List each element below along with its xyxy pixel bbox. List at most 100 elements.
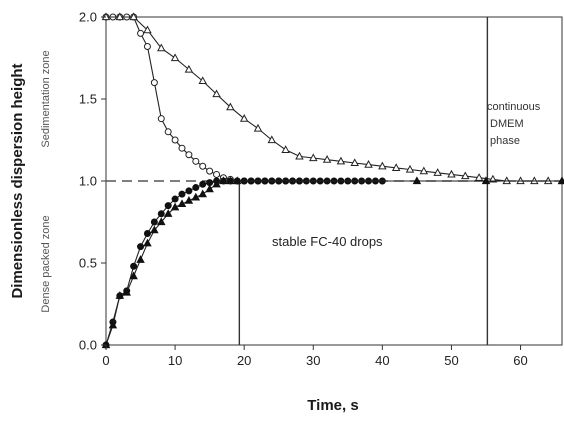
y-axis-title: Dimensionless dispersion height [9, 63, 26, 298]
point-open-triangle [115, 12, 125, 21]
point-filled-triangle [122, 287, 131, 296]
point-open-circle [171, 136, 179, 144]
series-filled-triangle [101, 176, 564, 349]
point-open-circle [206, 167, 214, 175]
x-tick-label: 10 [168, 353, 182, 368]
point-filled-circle [171, 195, 179, 203]
point-open-circle [199, 162, 207, 170]
point-filled-circle [192, 184, 200, 192]
y-tick-label: 1.5 [79, 92, 97, 107]
point-open-triangle [239, 114, 249, 122]
point-filled-triangle [157, 217, 166, 226]
point-open-triangle [488, 174, 498, 183]
x-tick-label: 50 [444, 353, 458, 368]
point-filled-triangle [198, 189, 207, 198]
point-filled-triangle [150, 225, 159, 234]
x-axis-title: Time, s [307, 397, 358, 414]
point-filled-triangle [136, 255, 145, 263]
point-filled-triangle [163, 209, 173, 217]
point-open-triangle [157, 43, 166, 52]
annotation-phase-line-1: continuous [487, 101, 541, 113]
point-open-triangle [309, 153, 318, 162]
point-filled-triangle [412, 176, 422, 185]
point-filled-circle [178, 190, 186, 198]
point-open-circle [192, 157, 200, 165]
point-open-circle [213, 170, 221, 178]
point-open-triangle [474, 173, 484, 181]
point-filled-triangle [212, 179, 221, 188]
point-open-triangle [419, 166, 429, 175]
point-filled-triangle [226, 176, 235, 185]
point-open-circle [185, 151, 193, 159]
point-open-circle [178, 144, 186, 152]
point-filled-circle [164, 202, 172, 210]
point-open-triangle [433, 168, 442, 176]
series-line-open-triangle [106, 16, 562, 182]
point-open-triangle [267, 135, 277, 144]
point-filled-circle [137, 243, 145, 251]
point-filled-triangle [129, 271, 138, 280]
point-filled-circle [150, 218, 158, 226]
point-filled-circle [143, 229, 151, 237]
zone-label-upper: Sedimentation zone [40, 50, 52, 147]
point-filled-triangle [219, 176, 228, 185]
series-line-open-circle [106, 16, 300, 182]
annotation-phase-line-3: phase [490, 135, 520, 147]
point-open-circle [164, 128, 172, 136]
point-filled-triangle [115, 291, 125, 299]
point-open-triangle [295, 151, 304, 160]
point-open-triangle [447, 169, 456, 178]
point-open-triangle [378, 161, 387, 170]
point-open-triangle [350, 158, 359, 167]
point-open-triangle [170, 53, 180, 62]
point-open-triangle [253, 123, 263, 132]
point-open-triangle [391, 163, 401, 171]
point-filled-triangle [205, 184, 214, 193]
point-open-triangle [281, 145, 290, 153]
y-tick-label: 0.0 [79, 338, 97, 353]
point-filled-circle [185, 187, 193, 195]
point-filled-circle [199, 180, 207, 188]
point-open-triangle [405, 164, 415, 173]
point-open-circle [150, 79, 158, 87]
point-filled-circle [130, 262, 138, 270]
series-open-triangle [101, 12, 564, 185]
point-open-circle [143, 43, 151, 51]
point-open-circle [137, 29, 145, 37]
x-tick-label: 40 [375, 353, 389, 368]
point-open-triangle [461, 171, 470, 180]
point-open-triangle [226, 102, 235, 111]
point-filled-triangle [233, 176, 242, 185]
point-filled-triangle [143, 238, 152, 247]
point-open-triangle [129, 12, 138, 21]
zone-label-lower: Dense packed zone [40, 215, 52, 312]
point-open-circle [157, 115, 165, 123]
point-open-triangle [364, 159, 373, 168]
point-open-triangle [336, 156, 346, 165]
y-tick-label: 0.5 [79, 256, 97, 271]
point-filled-triangle [177, 199, 187, 208]
point-open-triangle [198, 76, 207, 85]
point-open-triangle [322, 155, 332, 163]
point-filled-triangle [184, 196, 194, 204]
annotation-stable-drops: stable FC-40 drops [272, 234, 383, 249]
series-layer [101, 12, 564, 349]
ticks-layer: 0 10 20 30 40 50 60 0.0 0.5 1.0 1.5 2.0 [79, 10, 528, 369]
series-open-circle [102, 13, 303, 185]
y-tick-label: 2.0 [79, 10, 97, 25]
point-filled-triangle [191, 192, 201, 201]
x-tick-label: 0 [102, 353, 109, 368]
point-filled-triangle [481, 176, 491, 185]
point-filled-triangle [108, 320, 118, 329]
point-open-triangle [212, 89, 221, 98]
x-tick-label: 20 [237, 353, 251, 368]
annotation-phase-line-2: DMEM [490, 118, 524, 130]
point-filled-triangle [170, 202, 180, 211]
series-filled-circle [102, 177, 386, 349]
point-open-triangle [184, 64, 194, 73]
point-open-triangle [143, 25, 152, 34]
y-tick-label: 1.0 [79, 174, 97, 189]
x-tick-label: 60 [513, 353, 527, 368]
series-line-filled-circle [105, 180, 383, 346]
